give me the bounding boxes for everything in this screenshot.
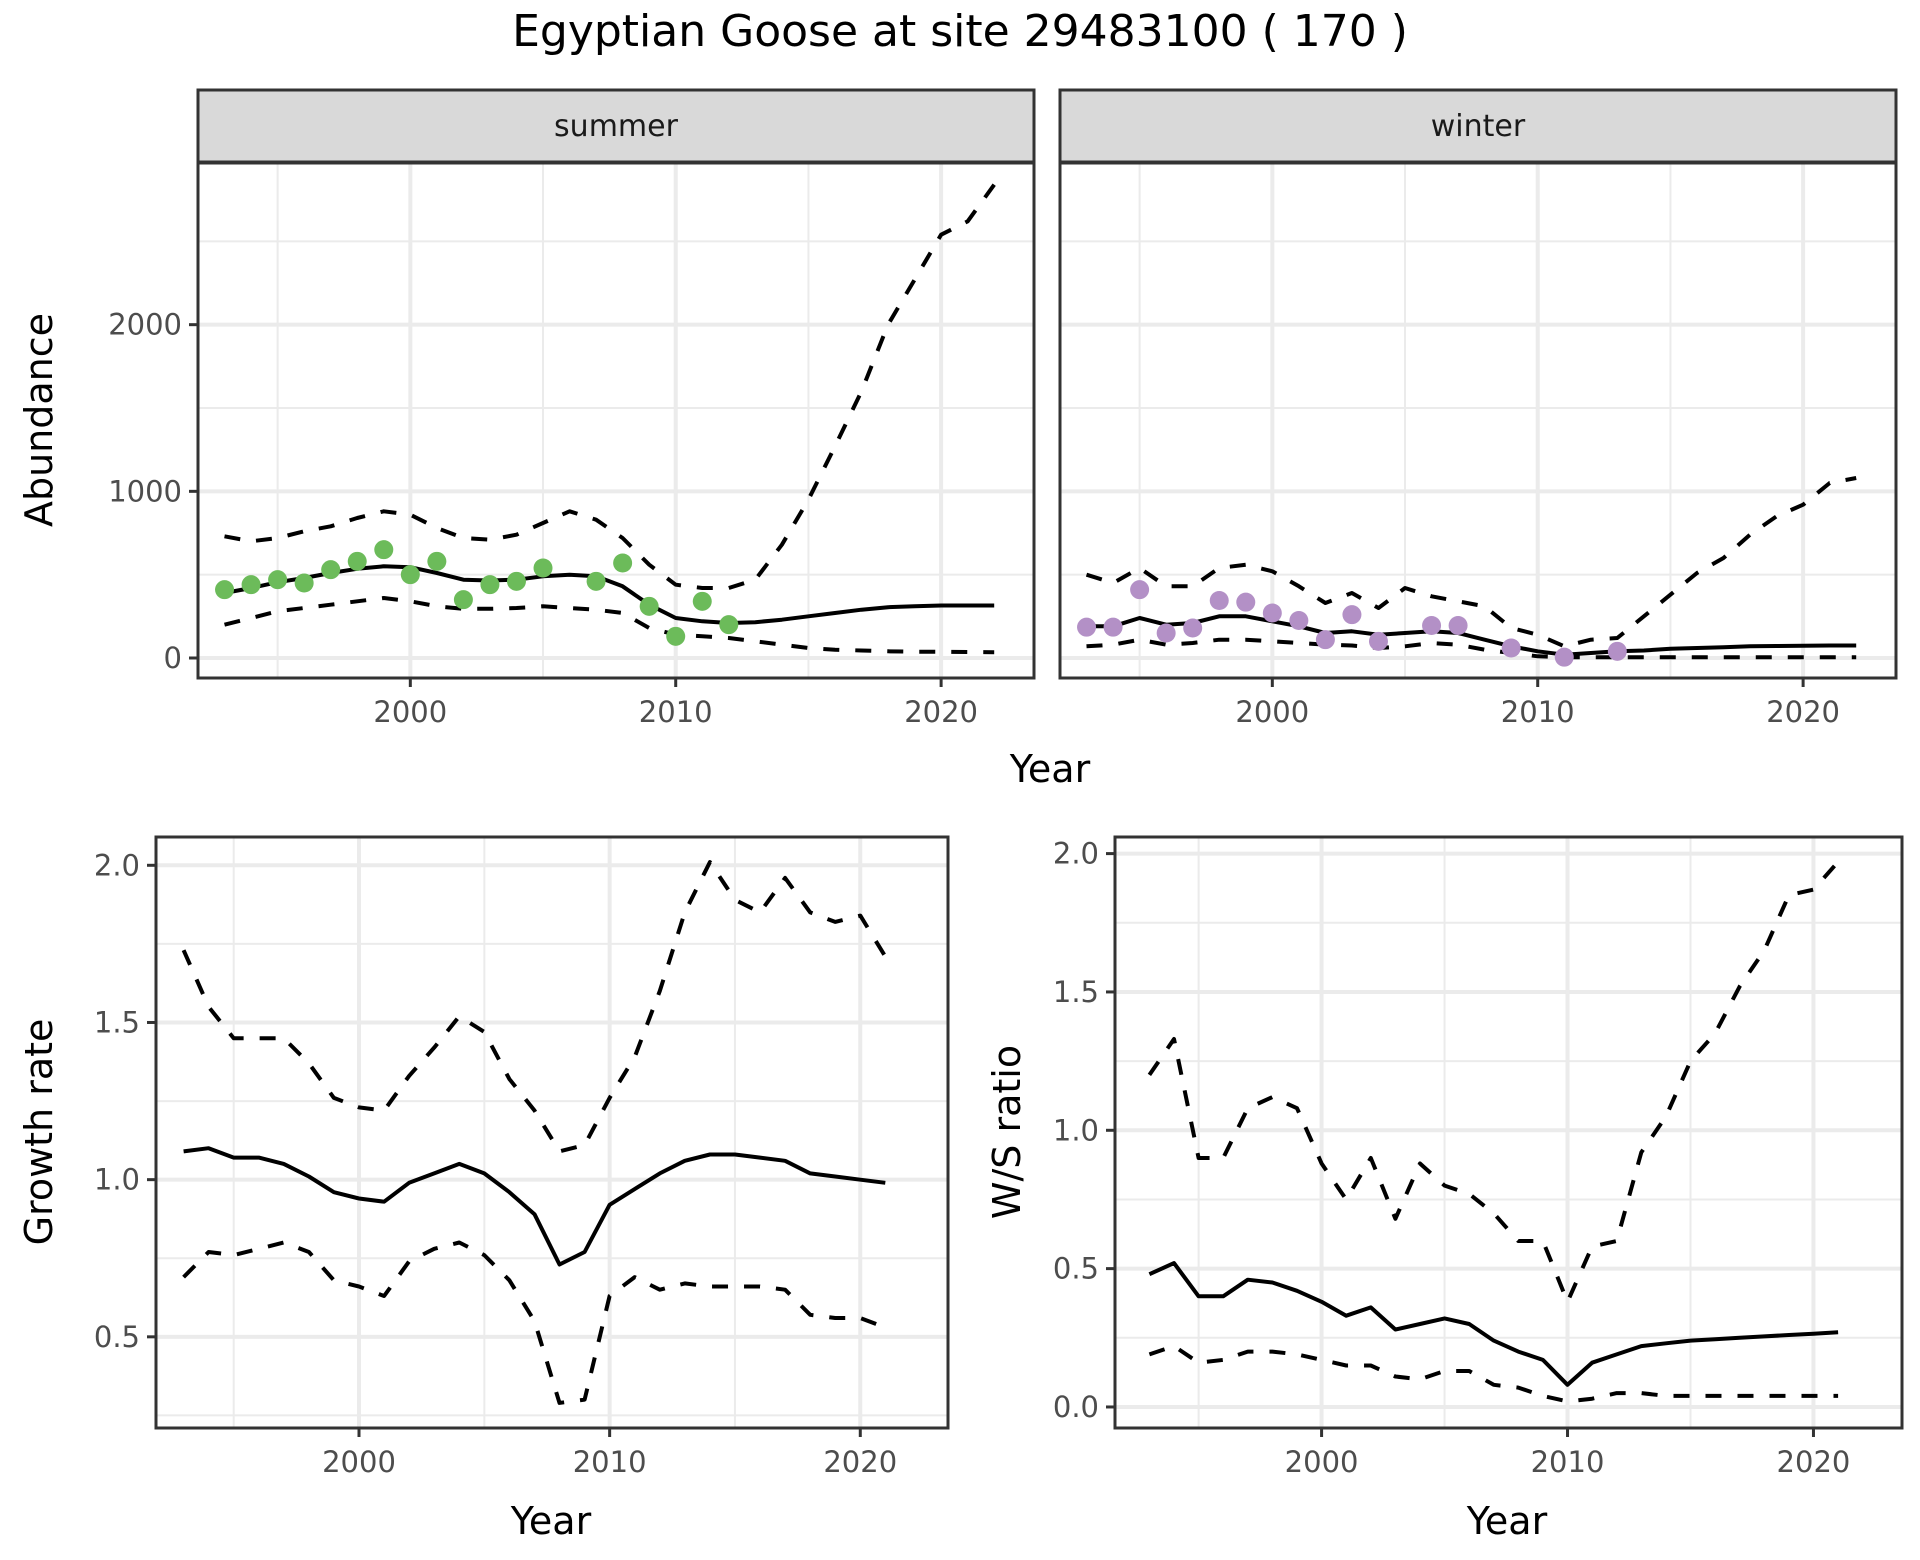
summer-observed-point — [241, 575, 261, 595]
figure-title: Egyptian Goose at site 29483100 ( 170 ) — [512, 6, 1408, 57]
winter-observed-point — [1342, 605, 1362, 625]
summer-observed-point — [294, 573, 314, 593]
x-tick-label: 2000 — [373, 695, 447, 729]
winter-observed-point — [1501, 638, 1521, 658]
winter-fitted-line — [1086, 614, 1857, 657]
growth-y-label: Growth rate — [17, 1019, 61, 1246]
winter-observed-point — [1209, 591, 1229, 610]
winter-observed-point — [1368, 631, 1388, 651]
winter-observed-point — [1130, 580, 1150, 600]
abundance-y-label: Abundance — [17, 313, 61, 527]
y-tick-label: 1.5 — [1053, 975, 1099, 1009]
x-tick-label: 2010 — [1501, 695, 1575, 729]
panel-border — [196, 161, 1036, 680]
summer-observed-point — [268, 570, 288, 590]
summer-observed-point — [480, 575, 500, 595]
x-tick-label: 2020 — [904, 695, 978, 729]
y-tick-label: 1.0 — [94, 1163, 140, 1197]
ws-mid-line — [1148, 1261, 1839, 1387]
summer-observed-point — [506, 571, 526, 591]
winter-observed-point — [1183, 618, 1203, 638]
summer-observed-point — [400, 565, 420, 585]
summer-observed-point — [321, 560, 341, 580]
x-tick-label: 2020 — [823, 1445, 897, 1479]
winter-observed-point — [1156, 623, 1176, 643]
y-tick-label: 2.0 — [1053, 837, 1099, 871]
plot-background — [198, 163, 1034, 678]
winter-observed-point — [1289, 611, 1309, 630]
winter-observed-point — [1236, 592, 1256, 612]
winter-observed-point — [1448, 616, 1468, 635]
summer-observed-point — [639, 596, 659, 616]
strip-summer — [196, 88, 1036, 164]
winter-observed-point — [1103, 617, 1123, 637]
y-tick-label: 1000 — [108, 474, 182, 508]
panel-summer: summer 0 1000 2000 2000 2010 2020 — [108, 88, 1036, 729]
winter-observed-point — [1607, 641, 1627, 661]
summer-observed-point — [613, 553, 633, 573]
summer-observed-point — [719, 615, 739, 635]
x-tick-label: 2010 — [1531, 1445, 1605, 1479]
y-tick-label: 2000 — [108, 308, 182, 342]
panel-border — [1058, 161, 1898, 680]
ws-y-label: W/S ratio — [985, 1045, 1029, 1219]
x-tick-label: 2020 — [1766, 695, 1840, 729]
summer-observed-point — [666, 626, 686, 646]
summer-observed-point — [453, 590, 473, 610]
plot-background — [156, 837, 948, 1428]
x-tick-label: 2020 — [1777, 1445, 1851, 1479]
summer-observed-point — [533, 558, 553, 578]
winter-lower-ci-line — [1086, 637, 1857, 660]
summer-upper-ci-line — [224, 183, 996, 590]
growth-upper-ci-line — [181, 860, 888, 1154]
winter-observed-point — [1422, 616, 1442, 635]
ws-x-label: Year — [1466, 1499, 1548, 1543]
plot-background — [1060, 163, 1896, 678]
growth-lower-ci-line — [182, 1240, 887, 1405]
plot-background — [1115, 837, 1902, 1428]
abundance-x-label: Year — [1009, 747, 1091, 791]
y-tick-label: 1.0 — [1053, 1113, 1099, 1147]
plot-summer: 0 1000 2000 2000 2010 2020 — [108, 161, 1036, 729]
summer-observed-point — [427, 551, 447, 571]
x-tick-label: 2000 — [1285, 1445, 1359, 1479]
growth-mid-line — [183, 1146, 886, 1267]
winter-observed-point — [1315, 630, 1335, 650]
panel-winter: winter 2000 2010 2020 — [1058, 88, 1898, 729]
summer-observed-point — [347, 551, 367, 571]
y-tick-label: 2.0 — [94, 848, 140, 882]
strip-label-summer: summer — [554, 109, 679, 144]
y-tick-label: 0.5 — [1053, 1252, 1099, 1286]
x-tick-label: 2000 — [1235, 695, 1309, 729]
y-tick-label: 1.5 — [94, 1005, 140, 1039]
ws-lower-ci-line — [1148, 1344, 1839, 1404]
summer-observed-point — [215, 580, 235, 600]
x-tick-label: 2010 — [573, 1445, 647, 1479]
plot-winter: 2000 2010 2020 — [1058, 161, 1898, 729]
winter-observed-point — [1554, 647, 1574, 667]
x-tick-label: 2010 — [639, 695, 713, 729]
x-tick-label: 2000 — [322, 1445, 396, 1479]
y-tick-label: 0.0 — [1053, 1390, 1099, 1424]
growth-x-label: Year — [510, 1499, 592, 1543]
strip-label-winter: winter — [1431, 109, 1526, 144]
panel-border — [1113, 835, 1904, 1430]
plot-growth-rate: 0.5 1.0 1.5 2.0 2000 2010 2020 — [94, 835, 950, 1479]
plot-ws-ratio: 0.0 0.5 1.0 1.5 2.0 2000 2010 2020 — [1053, 835, 1904, 1479]
summer-observed-point — [374, 540, 394, 560]
summer-lower-ci-line — [224, 596, 995, 655]
winter-observed-point — [1077, 617, 1097, 637]
summer-observed-point — [692, 591, 712, 611]
y-tick-label: 0 — [164, 641, 182, 675]
winter-upper-ci-line — [1085, 476, 1857, 649]
ws-upper-ci-line — [1147, 860, 1840, 1304]
summer-observed-point — [586, 571, 606, 591]
winter-observed-point — [1262, 603, 1282, 623]
panel-border — [154, 835, 950, 1430]
y-tick-label: 0.5 — [94, 1320, 140, 1354]
